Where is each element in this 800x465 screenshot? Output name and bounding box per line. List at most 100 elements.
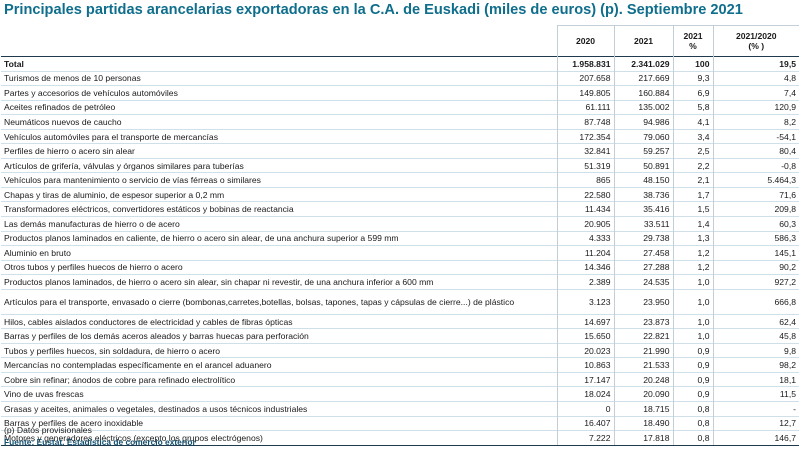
row-label: Chapas y tiras de aluminio, de espesor s… — [1, 186, 557, 202]
row-value-variation: 120,9 — [712, 99, 799, 115]
row-value-pct: 3,4 — [672, 128, 713, 144]
exports-table: 2020 2021 2021% 2021/2020 (% ) Total 1.95… — [1, 25, 799, 446]
total-variation: 19,5 — [712, 56, 799, 72]
row-value-pct: 0,9 — [672, 371, 713, 387]
row-value-2020: 4.333 — [556, 230, 614, 246]
table-row: Neumáticos nuevos de caucho 87.748 94.986 4… — [1, 114, 799, 130]
header-2021: 2021 — [613, 25, 673, 57]
row-value-variation: 80,4 — [712, 143, 799, 159]
row-label: Grasas y aceites, animales o vegetales, … — [1, 401, 557, 417]
row-value-2021: 160.884 — [613, 85, 673, 101]
row-value-variation: 8,2 — [712, 114, 799, 130]
row-value-pct: 0,9 — [672, 386, 713, 402]
header-var-line1: 2021/2020 — [735, 31, 777, 41]
row-label: Turismos de menos de 10 personas — [1, 70, 557, 86]
row-value-variation: - — [712, 401, 799, 417]
row-label: Tubos y perfiles huecos, sin soldadura, … — [1, 342, 557, 358]
row-value-2021: 18.715 — [613, 401, 673, 417]
row-value-pct: 0,8 — [672, 401, 713, 417]
row-value-2020: 3.123 — [556, 288, 614, 315]
row-value-variation: 4,8 — [712, 70, 799, 86]
table-row: Grasas y aceites, animales o vegetales, … — [1, 401, 799, 417]
row-value-2020: 32.841 — [556, 143, 614, 159]
source-note: Fuente: Eustat. Estadística de comercio … — [4, 437, 196, 447]
header-pct: 2021% — [672, 25, 713, 57]
row-value-variation: 12,7 — [712, 415, 799, 431]
row-value-2020: 7.222 — [556, 430, 614, 446]
table-row: Turismos de menos de 10 personas 207.658 2… — [1, 70, 799, 86]
row-label: Productos planos laminados, de hierro o … — [1, 274, 557, 290]
row-label: Transformadores eléctricos, convertidore… — [1, 201, 557, 217]
row-value-2021: 23.950 — [613, 288, 673, 315]
row-label: Hilos, cables aislados conductores de el… — [1, 313, 557, 329]
row-value-2021: 24.535 — [613, 274, 673, 290]
row-value-variation: 209,8 — [712, 201, 799, 217]
table-row: Otros tubos y perfiles huecos de hierro … — [1, 259, 799, 275]
table-row: Perfiles de hierro o acero sin alear 32.8… — [1, 143, 799, 159]
table-row: Aceites refinados de petróleo 61.111 135.0… — [1, 99, 799, 115]
row-label: Aluminio en bruto — [1, 245, 557, 261]
row-label: Partes y accesorios de vehículos automóv… — [1, 85, 557, 101]
table-row: Artículos de grifería, válvulas y órgano… — [1, 157, 799, 173]
row-value-2021: 27.288 — [613, 259, 673, 275]
table-row: Vehículos automóviles para el transporte… — [1, 128, 799, 144]
header-variation: 2021/2020 (% ) — [712, 25, 799, 57]
row-value-variation: 11,5 — [712, 386, 799, 402]
total-label: Total — [1, 56, 557, 72]
row-value-2020: 10.863 — [556, 357, 614, 373]
row-value-2021: 20.090 — [613, 386, 673, 402]
total-row: Total 1.958.831 2.341.029 100 19,5 — [1, 56, 799, 72]
row-value-2021: 135.002 — [613, 99, 673, 115]
row-value-variation: 9,8 — [712, 342, 799, 358]
row-value-variation: 71,6 — [712, 186, 799, 202]
row-value-2021: 35.416 — [613, 201, 673, 217]
row-value-2021: 33.511 — [613, 216, 673, 232]
row-value-variation: 927,2 — [712, 274, 799, 290]
total-pct: 100 — [672, 56, 713, 72]
header-2020: 2020 — [556, 25, 614, 57]
row-value-2020: 11.434 — [556, 201, 614, 217]
row-value-2020: 11.204 — [556, 245, 614, 261]
row-value-pct: 1,7 — [672, 186, 713, 202]
table-row: Chapas y tiras de aluminio, de espesor s… — [1, 186, 799, 202]
total-2021: 2.341.029 — [613, 56, 673, 72]
row-label: Barras y perfiles de acero inoxidable — [1, 415, 557, 431]
row-value-pct: 0,9 — [672, 342, 713, 358]
table-row: Partes y accesorios de vehículos automóv… — [1, 85, 799, 101]
row-value-pct: 2,2 — [672, 157, 713, 173]
row-value-2020: 61.111 — [556, 99, 614, 115]
table-row: Tubos y perfiles huecos, sin soldadura, … — [1, 342, 799, 358]
row-value-variation: 18,1 — [712, 371, 799, 387]
row-value-2021: 29.738 — [613, 230, 673, 246]
row-value-pct: 2,1 — [672, 172, 713, 188]
row-value-variation: 5.464,3 — [712, 172, 799, 188]
header-pct-line2: % — [689, 41, 697, 51]
row-value-variation: 62,4 — [712, 313, 799, 329]
row-label: Aceites refinados de petróleo — [1, 99, 557, 115]
row-value-2020: 20.905 — [556, 216, 614, 232]
page-title: Principales partidas arancelarias export… — [4, 2, 743, 18]
row-value-2020: 20.023 — [556, 342, 614, 358]
row-label: Otros tubos y perfiles huecos de hierro … — [1, 259, 557, 275]
row-value-pct: 6,9 — [672, 85, 713, 101]
row-value-variation: 586,3 — [712, 230, 799, 246]
row-value-variation: 98,2 — [712, 357, 799, 373]
row-value-variation: 90,2 — [712, 259, 799, 275]
row-label: Cobre sin refinar; ánodos de cobre para … — [1, 371, 557, 387]
row-value-2021: 22.821 — [613, 328, 673, 344]
row-value-pct: 1,5 — [672, 201, 713, 217]
row-value-2020: 207.658 — [556, 70, 614, 86]
row-value-2021: 94.986 — [613, 114, 673, 130]
row-value-pct: 1,3 — [672, 230, 713, 246]
row-label: Vino de uvas frescas — [1, 386, 557, 402]
row-label: Productos planos laminados en caliente, … — [1, 230, 557, 246]
row-value-variation: 666,8 — [712, 288, 799, 315]
row-value-variation: 60,3 — [712, 216, 799, 232]
row-value-2020: 17.147 — [556, 371, 614, 387]
row-label: Barras y perfiles de los demás aceros al… — [1, 328, 557, 344]
row-value-2020: 18.024 — [556, 386, 614, 402]
row-label: Las demás manufacturas de hierro o de ac… — [1, 216, 557, 232]
row-value-2020: 16.407 — [556, 415, 614, 431]
row-value-2020: 2.389 — [556, 274, 614, 290]
row-value-2020: 15.650 — [556, 328, 614, 344]
